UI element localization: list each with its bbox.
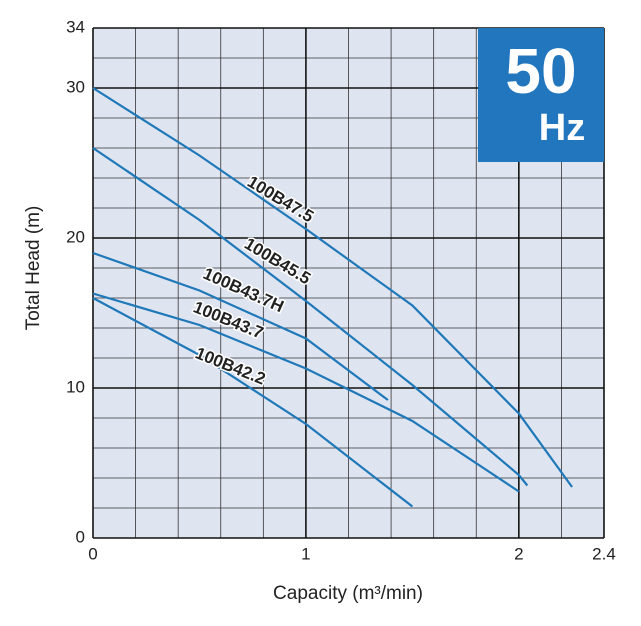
y-tick-label: 34 — [66, 17, 85, 36]
curve — [92, 297, 414, 508]
curve — [92, 147, 529, 487]
y-tick-label: 30 — [66, 77, 85, 96]
curve — [92, 251, 389, 401]
y-tick-label: 20 — [66, 227, 85, 246]
x-tick-label: 2.4 — [592, 544, 616, 563]
curve — [92, 87, 573, 488]
x-tick-label: 2 — [514, 544, 523, 563]
y-tick-label: 0 — [76, 527, 85, 546]
y-tick-label: 10 — [66, 377, 85, 396]
y-axis-label: Total Head (m) — [23, 206, 44, 331]
x-tick-label: 1 — [301, 544, 310, 563]
curve — [92, 292, 520, 493]
x-tick-label: 0 — [88, 544, 97, 563]
x-axis-label: Capacity (m³/min) — [273, 583, 423, 604]
badge-number: 50 — [505, 35, 576, 107]
badge — [478, 28, 604, 162]
badge-unit: Hz — [539, 107, 585, 149]
